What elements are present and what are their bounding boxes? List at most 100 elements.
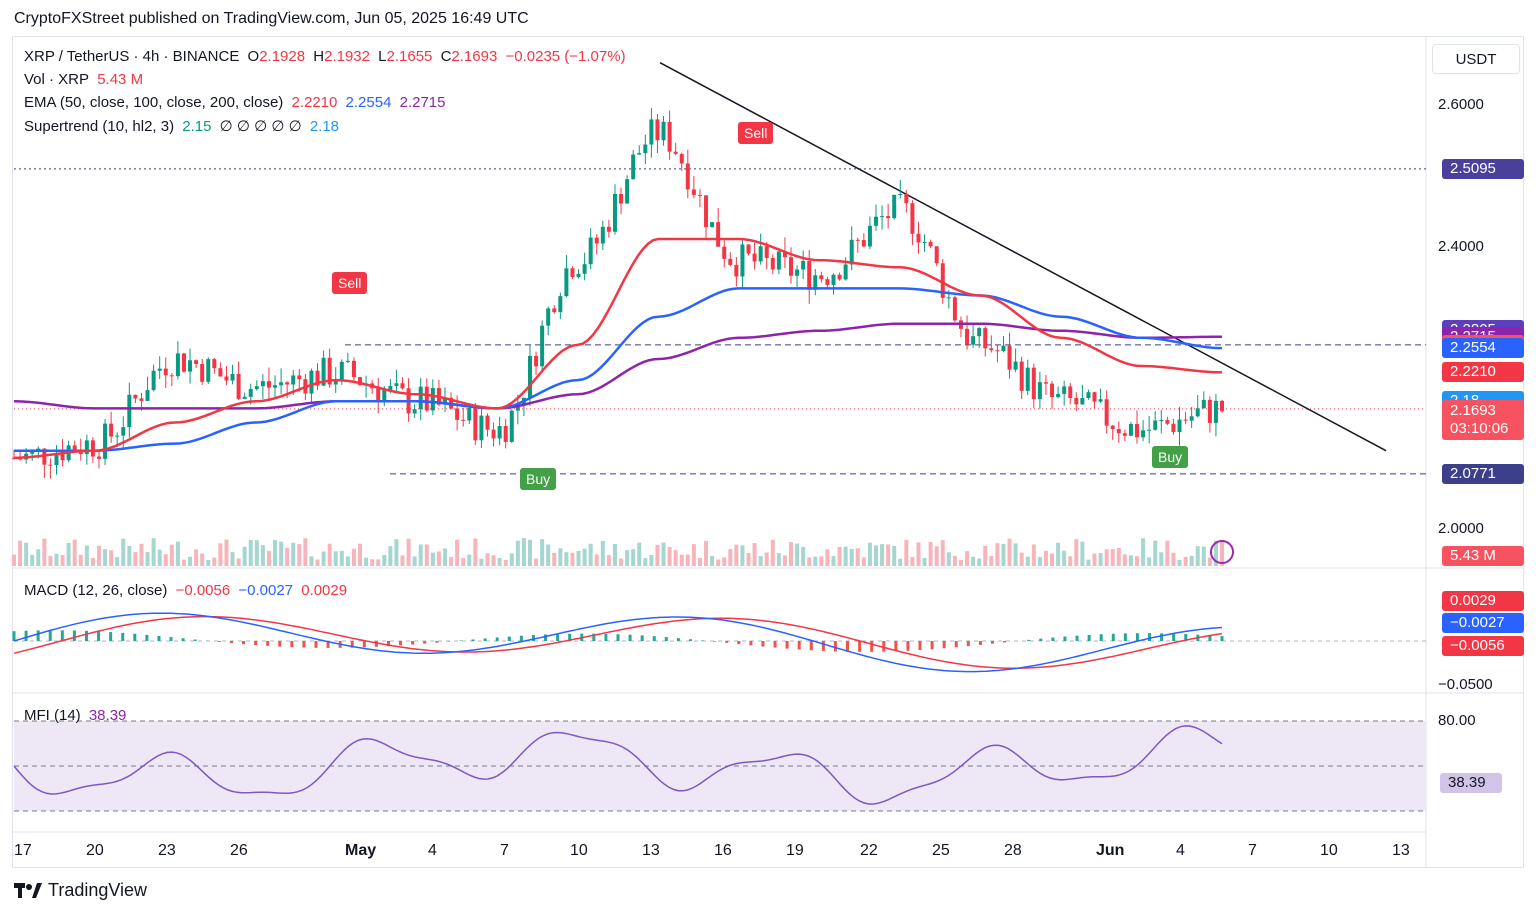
volume-bar	[1104, 549, 1109, 566]
macd-histogram-bar	[302, 641, 306, 648]
volume-bar	[509, 553, 514, 566]
volume-bar	[351, 548, 356, 566]
mfi-line	[13, 725, 1223, 805]
volume-bar	[958, 559, 963, 566]
macd-histogram-bar	[809, 641, 813, 651]
volume-bar	[965, 551, 970, 566]
volume-bar	[813, 556, 818, 566]
volume-bar	[922, 557, 927, 566]
volume-bar	[928, 542, 933, 566]
volume-bar	[758, 556, 763, 566]
mfi-badge: 38.39	[1440, 773, 1502, 793]
candle-body	[679, 153, 684, 164]
volume-bar	[989, 555, 994, 566]
volume-bar	[84, 545, 89, 566]
legend-st-na: ∅ ∅ ∅ ∅ ∅	[219, 118, 302, 135]
volume-bar	[861, 557, 866, 566]
macd-line	[13, 612, 1223, 673]
candle-body	[606, 226, 611, 232]
macd-histogram-bar	[930, 641, 934, 650]
x-tick-label: 13	[1392, 842, 1410, 859]
volume-bar	[819, 556, 824, 566]
volume-bar	[782, 555, 787, 566]
volume-bar	[36, 549, 41, 566]
candle-body	[1080, 398, 1085, 405]
macd-histogram-bar	[1087, 634, 1091, 641]
macd-histogram-bar	[833, 641, 837, 652]
volume-bar	[103, 549, 108, 566]
mfi-tick: 80.00	[1438, 712, 1476, 729]
volume-bar	[1201, 546, 1206, 566]
volume-bar	[242, 546, 247, 566]
price-badge: 2.2554	[1442, 338, 1524, 359]
currency-selector[interactable]: USDT	[1432, 44, 1520, 74]
volume-bar	[364, 557, 369, 566]
volume-bar	[1153, 540, 1158, 566]
candle-body	[181, 353, 186, 372]
tradingview-logo[interactable]: TradingView	[14, 880, 147, 901]
candle-body	[977, 328, 982, 337]
volume-bar	[983, 545, 988, 566]
candle-body	[855, 239, 860, 241]
volume-bar	[485, 553, 490, 566]
volume-bar	[977, 558, 982, 566]
candle-body	[1128, 423, 1133, 436]
candle-body	[212, 359, 217, 369]
macd-histogram-bar	[966, 641, 970, 647]
candle-body	[285, 382, 290, 385]
candle-body	[12, 457, 16, 459]
candle-body	[710, 222, 715, 228]
candle-body	[898, 194, 903, 196]
candle-body	[509, 410, 514, 442]
x-tick-label: 19	[786, 842, 804, 859]
volume-bar	[133, 552, 138, 566]
macd-histogram-bar	[942, 641, 946, 649]
candle-body	[952, 297, 957, 321]
candle-body	[1104, 399, 1109, 426]
volume-bar	[946, 552, 951, 566]
legend-h-label: H	[313, 48, 325, 65]
volume-bar	[740, 545, 745, 566]
countdown-timer: 03:10:06	[1450, 420, 1509, 437]
candle-body	[133, 394, 138, 399]
volume-bar	[90, 558, 95, 566]
volume-bar	[473, 538, 478, 566]
chart-frame	[12, 36, 1524, 868]
x-tick-label: 10	[1320, 842, 1338, 859]
candle-body	[1159, 420, 1164, 422]
volume-bar	[661, 542, 666, 566]
candle-body	[1207, 399, 1212, 423]
candle-body	[279, 382, 284, 386]
volume-bar	[886, 544, 891, 566]
candle-body	[503, 426, 508, 442]
macd-signal-line	[13, 615, 1223, 669]
mfi-label: MFI (14)	[24, 707, 81, 724]
x-tick-label: 25	[932, 842, 950, 859]
candle-body	[916, 233, 921, 243]
legend-symbol: XRP / TetherUS · 4h · BINANCE	[24, 48, 240, 65]
volume-bar	[449, 556, 454, 566]
macd-signal-value: 0.0029	[301, 582, 348, 599]
x-tick-label: 10	[570, 842, 588, 859]
legend-st-up: 2.15	[182, 118, 212, 135]
x-tick-label: 7	[500, 842, 509, 859]
candle-body	[728, 258, 733, 265]
candle-body	[497, 426, 502, 439]
volume-bar	[837, 547, 842, 566]
macd-histogram-bar	[640, 635, 644, 641]
x-tick-label: 23	[158, 842, 176, 859]
trend-line	[659, 62, 1387, 452]
last-price-badge: 2.1693 03:10:06	[1442, 400, 1524, 440]
volume-bar	[1068, 556, 1073, 566]
x-tick-label: 22	[860, 842, 878, 859]
volume-bar	[406, 538, 411, 566]
candle-body	[242, 396, 247, 399]
price-tick: 2.6000	[1438, 96, 1484, 113]
macd-histogram-bar	[217, 641, 221, 642]
candle-body	[764, 246, 769, 258]
macd-histogram-bar	[1123, 633, 1127, 641]
candle-body	[752, 253, 757, 262]
candle-body	[825, 279, 830, 285]
candle-body	[1031, 367, 1036, 400]
